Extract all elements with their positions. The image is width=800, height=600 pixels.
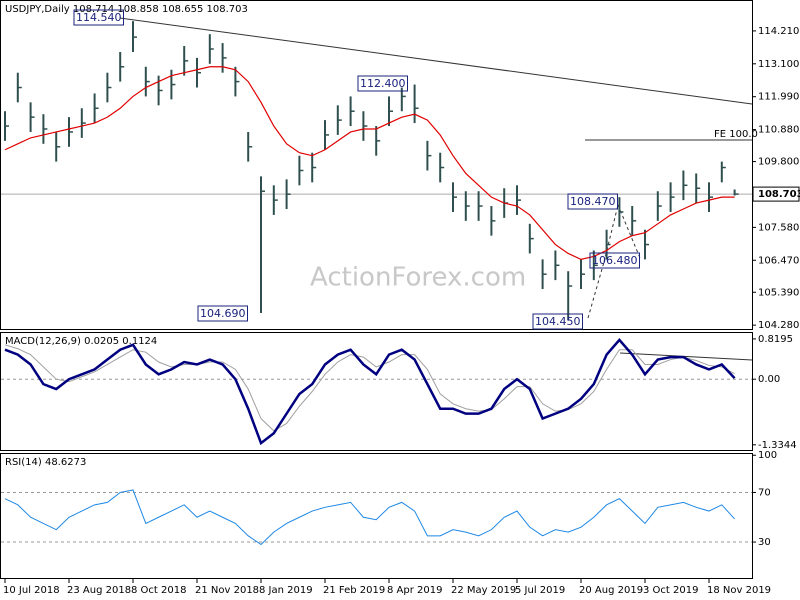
line [4,344,735,432]
price-annotation: FE 100.0 [714,129,758,140]
y-tick-label: 105.390 [758,287,799,298]
y-tick-label: 70 [758,487,771,498]
y-tick-label: 106.470 [758,255,799,266]
x-tick-label: 8 Apr 2019 [387,585,442,596]
x-tick-label: 8 Jan 2019 [259,585,313,596]
y-tick-label: 111.990 [758,92,799,103]
wave-line [603,204,619,263]
macd-panel [0,332,753,451]
line [4,489,735,546]
y-tick-label: -1.3344 [758,440,797,451]
wave-line [617,204,641,259]
x-tick-label: 10 Jul 2018 [3,585,60,596]
x-tick-label: 8 Oct 2018 [131,585,186,596]
x-tick-label: 21 Nov 2018 [195,585,259,596]
watermark: ActionForex.com [310,263,526,293]
price-title: USDJPY,Daily 108.714 108.858 108.655 108… [5,4,248,15]
price-annotation: 106.480 [592,254,638,267]
annotation-box [532,313,583,330]
line [4,66,735,261]
x-tick-label: 5 Jul 2019 [515,585,565,596]
price-annotation: 104.690 [200,307,246,320]
annotation-box [357,75,408,92]
x-tick-label: 22 May 2019 [451,585,516,596]
macd-title: MACD(12,26,9) 0.0205 0.1124 [5,336,157,347]
y-tick-label: 0.8195 [758,334,793,345]
trend-line [119,17,753,105]
y-tick-label: 107.580 [758,222,799,233]
y-tick-label: 104.280 [758,320,799,331]
price-annotation: 108.470 [570,195,616,208]
price-panel [0,0,753,330]
macd-trend-line [619,352,753,361]
annotation-box [197,305,248,322]
y-tick-label: 113.100 [758,59,799,70]
wave-line [587,261,605,319]
y-tick-label: 0.00 [758,374,780,385]
annotation-box [73,9,124,26]
y-tick-label: 109.800 [758,157,799,168]
x-tick-label: 23 Aug 2018 [67,585,131,596]
annotation-box [567,193,618,210]
last-price-box [752,186,800,202]
y-tick-label: 30 [758,537,771,548]
annotation-box [589,252,640,269]
x-tick-label: 21 Feb 2019 [323,585,385,596]
price-annotation: 114.540 [76,11,122,24]
y-tick-label: 110.880 [758,125,799,136]
price-annotation: 104.450 [535,315,581,328]
x-tick-label: 18 Nov 2019 [707,585,771,596]
line [4,337,736,446]
last-price-label: 108.703 [758,189,800,200]
y-tick-label: 100 [758,450,777,461]
rsi-panel [0,453,753,579]
y-tick-label: 114.210 [758,26,799,37]
x-tick-label: 3 Oct 2019 [643,585,698,596]
x-tick-label: 20 Aug 2019 [579,585,643,596]
rsi-title: RSI(14) 48.6273 [5,457,86,468]
price-annotation: 112.400 [360,77,406,90]
